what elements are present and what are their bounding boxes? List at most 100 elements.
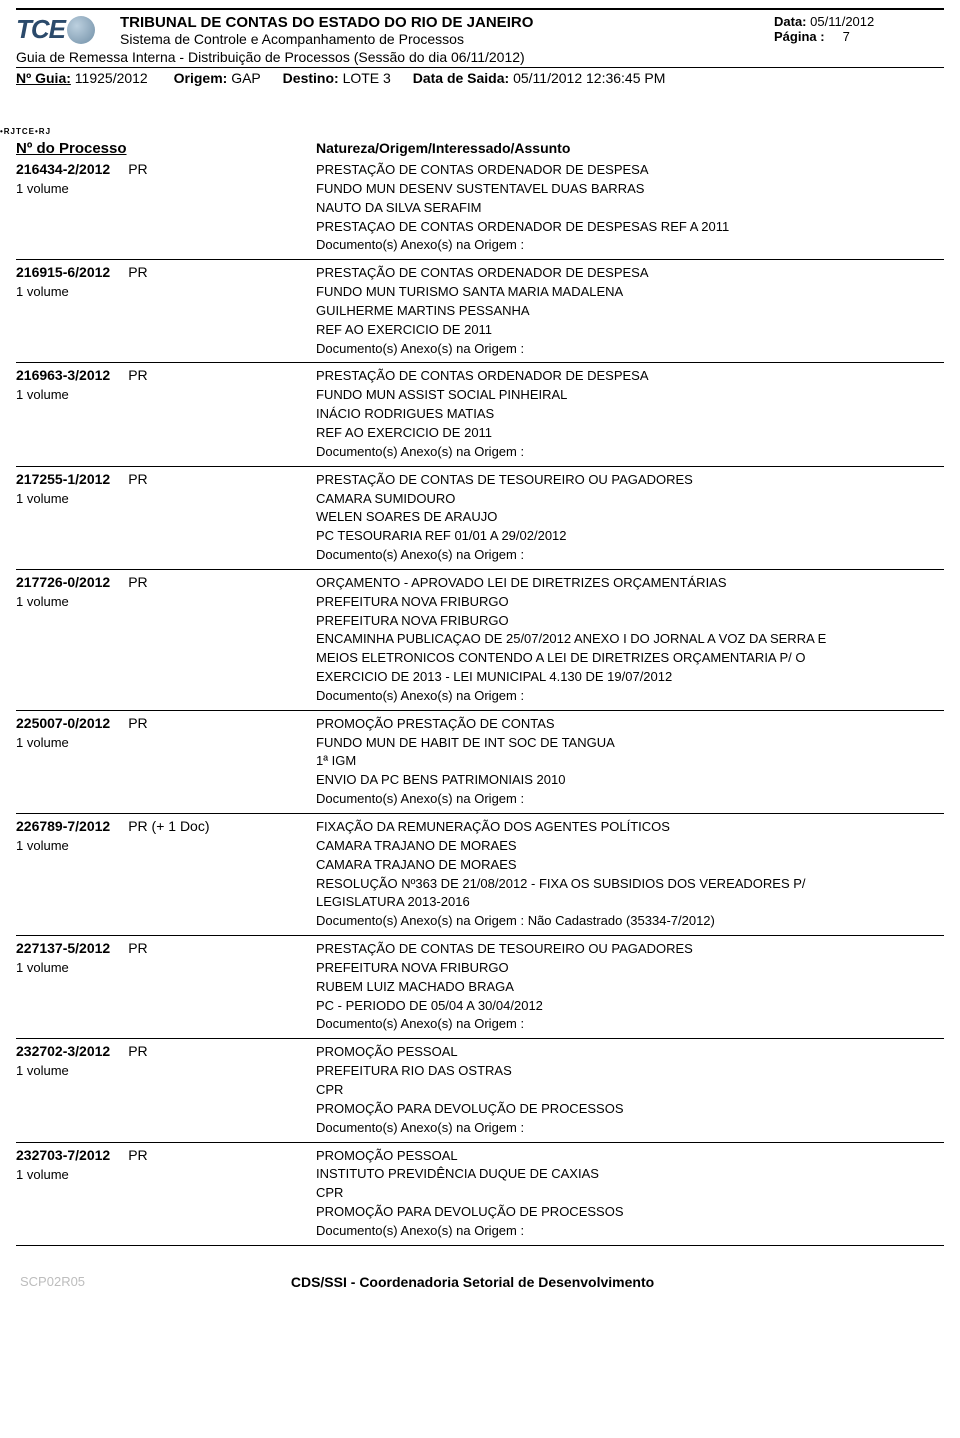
page-value: 7 [843,29,850,44]
entry-right: PROMOÇÃO PRESTAÇÃO DE CONTASFUNDO MUN DE… [316,715,944,809]
saida-value: 05/11/2012 12:36:45 PM [513,70,665,86]
entry-left: 216915-6/2012PR1 volume [16,264,316,358]
entry-line: Documento(s) Anexo(s) na Origem : [316,1119,944,1138]
org-title: TRIBUNAL DE CONTAS DO ESTADO DO RIO DE J… [120,14,774,31]
entry-line: CAMARA SUMIDOURO [316,490,944,509]
entry-line: PREFEITURA NOVA FRIBURGO [316,612,944,631]
entry-line: FIXAÇÃO DA REMUNERAÇÃO DOS AGENTES POLÍT… [316,818,944,837]
footer: SCP02R05 CDS/SSI - Coordenadoria Setoria… [16,1274,944,1290]
entry-left: 227137-5/2012 PR 1 volume [16,940,316,1034]
process-number: 225007-0/2012 [16,715,110,731]
entry-line: Documento(s) Anexo(s) na Origem : [316,1015,944,1034]
entry-line: PROMOÇÃO PARA DEVOLUÇÃO DE PROCESSOS [316,1100,944,1119]
process-volume: 1 volume [16,284,316,299]
destino-label: Destino: [283,70,339,86]
session-line: Guia de Remessa Interna - Distribuição d… [16,49,944,68]
meta-line: Nº Guia: 11925/2012 Origem: GAP Destino:… [16,70,944,86]
saida-label: Data de Saida: [413,70,509,86]
process-tag: PR [128,264,147,280]
entry-line: PROMOÇÃO PARA DEVOLUÇÃO DE PROCESSOS [316,1203,944,1222]
entries-list: 216434-2/2012PR1 volumePRESTAÇÃO DE CONT… [16,157,944,1246]
process-tag: PR [128,1147,147,1163]
entry-line: INÁCIO RODRIGUES MATIAS [316,405,944,424]
entry-line: PC TESOURARIA REF 01/01 A 29/02/2012 [316,527,944,546]
entry-right: PROMOÇÃO PESSOALPREFEITURA RIO DAS OSTRA… [316,1043,944,1137]
entry-left: 226789-7/2012PR (+ 1 Doc)1 volume [16,818,316,931]
entry-line: CPR [316,1081,944,1100]
entry-line: REF AO EXERCICIO DE 2011 [316,321,944,340]
entry-line: 1ª IGM [316,752,944,771]
process-tag: PR [128,471,147,487]
process-number: 227137-5/2012 [16,940,110,956]
col-right-header: Natureza/Origem/Interessado/Assunto [316,140,944,157]
entry-row: 225007-0/2012PR1 volumePROMOÇÃO PRESTAÇÃ… [16,711,944,814]
entry-line: PROMOÇÃO PRESTAÇÃO DE CONTAS [316,715,944,734]
logo: TCE [16,14,112,45]
guia-value: 11925/2012 [75,70,148,86]
process-volume: 1 volume [16,1167,316,1182]
entry-line: CPR [316,1184,944,1203]
barcode-tag-right: TCE•RJ [0,127,16,136]
entry-line: GUILHERME MARTINS PESSANHA [316,302,944,321]
entry-right: PRESTAÇÃO DE CONTAS ORDENADOR DE DESPESA… [316,161,944,255]
origem-label: Origem: [174,70,228,86]
entry-line: RUBEM LUIZ MACHADO BRAGA [316,978,944,997]
entry-left: 216434-2/2012PR1 volume [16,161,316,255]
process-tag: PR [128,367,147,383]
entry-line: PC - PERIODO DE 05/04 A 30/04/2012 [316,997,944,1016]
entry-line: FUNDO MUN ASSIST SOCIAL PINHEIRAL [316,386,944,405]
process-volume: 1 volume [16,735,316,750]
entry-line: REF AO EXERCICIO DE 2011 [316,424,944,443]
entry-line: ENVIO DA PC BENS PATRIMONIAIS 2010 [316,771,944,790]
entry-line: ORÇAMENTO - APROVADO LEI DE DIRETRIZES O… [316,574,944,593]
entry-line: Documento(s) Anexo(s) na Origem : [316,443,944,462]
entry-line: CAMARA TRAJANO DE MORAES [316,856,944,875]
entry-left: 217255-1/2012PR1 volume [16,471,316,565]
entry-right: PRESTAÇÃO DE CONTAS DE TESOUREIRO OU PAG… [316,940,944,1034]
entry-line: PRESTAÇÃO DE CONTAS ORDENADOR DE DESPESA [316,161,944,180]
process-tag: PR [128,940,147,956]
entry-line: FUNDO MUN TURISMO SANTA MARIA MADALENA [316,283,944,302]
system-title: Sistema de Controle e Acompanhamento de … [120,31,774,47]
entry-left: 216963-3/2012 PR 1 volume [16,367,316,461]
entry-left: 225007-0/2012PR1 volume [16,715,316,809]
process-number: 216963-3/2012 [16,367,110,383]
entry-line: Documento(s) Anexo(s) na Origem : [316,687,944,706]
process-volume: 1 volume [16,181,316,196]
header-meta: Data: 05/11/2012 Página : 7 [774,14,944,44]
entry-line: RESOLUÇÃO Nº363 DE 21/08/2012 - FIXA OS … [316,875,944,894]
entry-line: Documento(s) Anexo(s) na Origem : Não Ca… [316,912,944,931]
process-tag: PR [128,574,147,590]
entry-line: PRESTAÇAO DE CONTAS ORDENADOR DE DESPESA… [316,218,944,237]
entry-left: 232703-7/2012 PR 1 volume [16,1147,316,1241]
footer-code: SCP02R05 [20,1274,85,1289]
barcode-tag-left: TCE•RJ [16,127,51,136]
entry-right: ORÇAMENTO - APROVADO LEI DE DIRETRIZES O… [316,574,944,706]
entry-row: 232702-3/2012PR1 volumePROMOÇÃO PESSOALP… [16,1039,944,1142]
process-volume: 1 volume [16,387,316,402]
entry-line: Documento(s) Anexo(s) na Origem : [316,1222,944,1241]
entry-line: NAUTO DA SILVA SERAFIM [316,199,944,218]
guia-label: Nº Guia: [16,70,71,86]
entry-line: PRESTAÇÃO DE CONTAS ORDENADOR DE DESPESA [316,367,944,386]
date-value: 05/11/2012 [810,14,874,29]
entry-line: EXERCICIO DE 2013 - LEI MUNICIPAL 4.130 … [316,668,944,687]
process-volume: 1 volume [16,491,316,506]
entry-line: PROMOÇÃO PESSOAL [316,1147,944,1166]
entry-line: PRESTAÇÃO DE CONTAS ORDENADOR DE DESPESA [316,264,944,283]
entry-right: PRESTAÇÃO DE CONTAS ORDENADOR DE DESPESA… [316,264,944,358]
process-number: 216434-2/2012 [16,161,110,177]
origem-value: GAP [231,70,261,86]
entry-line: FUNDO MUN DESENV SUSTENTAVEL DUAS BARRAS [316,180,944,199]
columns-header: Nº do Processo Natureza/Origem/Interessa… [16,140,944,157]
process-number: 232703-7/2012 [16,1147,110,1163]
entry-right: PRESTAÇÃO DE CONTAS ORDENADOR DE DESPESA… [316,367,944,461]
entry-row: 216915-6/2012PR1 volumePRESTAÇÃO DE CONT… [16,260,944,363]
date-label: Data: [774,14,807,29]
process-number: 232702-3/2012 [16,1043,110,1059]
logo-badge-icon [67,16,95,44]
entry-row: 216963-3/2012 PR 1 volumePRESTAÇÃO DE CONT… [16,363,944,466]
process-volume: 1 volume [16,1063,316,1078]
process-volume: 1 volume [16,960,316,975]
entry-left: 217726-0/2012PR1 volume [16,574,316,706]
